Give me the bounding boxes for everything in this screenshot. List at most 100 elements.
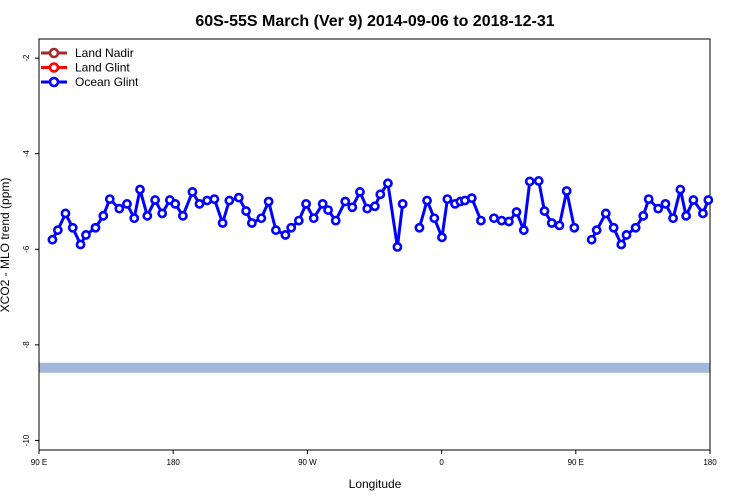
data-point [224,195,235,206]
data-point [362,203,373,214]
data-point [256,213,267,224]
data-point [246,218,257,228]
x-axis-label: Longitude [349,477,402,491]
baseline-band-rect [39,362,710,373]
data-point [355,187,365,197]
baseline-band [39,362,710,373]
data-point [621,230,632,240]
data-point [466,193,477,204]
data-point [241,206,251,216]
data-point [317,198,328,209]
data-point [122,198,132,209]
data-point [653,203,664,214]
data-point [422,195,432,206]
data-point [75,239,86,250]
data-point [81,230,91,240]
data-point [347,202,358,213]
plot-frame [38,38,711,451]
data-point [518,225,529,236]
data-point [608,222,619,233]
data-point [301,198,311,209]
data-point [293,215,304,226]
data-point [561,186,572,196]
data-point [104,194,115,204]
data-point [135,184,145,195]
data-point [569,222,580,233]
data-point [554,220,565,231]
data-point [630,222,641,233]
x-tick-label: 90 W [298,458,317,467]
data-point [157,208,168,219]
data-point [638,210,649,221]
data-point [511,207,522,217]
legend-marker [48,47,60,59]
data-point [533,176,544,186]
x-axis: 90 E 180 90 W 0 90 E 180 [31,450,717,467]
series-layer [47,176,714,252]
data-point [698,208,708,219]
data-point [150,195,161,205]
data-point [114,203,125,214]
x-tick-label: 180 [703,458,717,467]
data-point [539,206,550,216]
data-point [383,178,393,189]
y-tick-label: -4 [22,150,31,158]
y-tick-label: -10 [22,434,31,446]
data-point [194,198,205,209]
y-tick-label: -8 [22,341,31,349]
data-point [437,232,447,243]
data-point [668,213,678,224]
data-point [616,239,627,250]
chart-title: 60S-55S March (Ver 9) 2014-09-06 to 2018… [195,13,554,30]
data-point [489,213,499,224]
data-point [643,194,654,204]
x-tick-label: 90 E [568,458,584,467]
y-tick-label: -6 [22,245,31,253]
data-point [209,194,220,204]
data-point [429,213,440,224]
data-point [681,210,692,221]
data-point [675,184,686,195]
x-tick-label: 90 E [31,458,47,467]
data-point [129,213,140,224]
data-point [170,198,181,209]
data-point [600,208,611,219]
data-point [546,218,557,228]
data-point [280,230,291,240]
data-point [142,210,153,221]
legend-label: Land Glint [75,61,130,75]
legend-label: Ocean Glint [75,75,139,89]
data-point [503,216,514,227]
data-point [330,215,341,226]
data-point [392,241,403,252]
data-point [660,198,671,209]
data-point [60,208,71,219]
y-axis: -2 -4 -6 -8 -10 [22,54,39,446]
data-point [67,222,78,233]
data-point [271,225,281,236]
data-point [217,218,228,228]
data-point [286,222,297,233]
data-point [586,234,597,245]
data-point [369,201,380,212]
data-point [703,195,714,205]
data-point [397,198,408,209]
data-point [524,176,535,187]
data-point [476,215,486,226]
data-point [98,210,109,221]
legend-label: Land Nadir [75,46,134,60]
data-point [90,222,101,233]
data-point [375,189,386,200]
data-point [177,210,188,221]
legend-marker [48,76,60,88]
data-point [340,196,351,207]
x-tick-label: 0 [439,458,444,467]
data-point [323,205,333,215]
legend-marker [48,62,60,73]
data-point [442,194,453,204]
data-point [187,187,198,197]
x-tick-label: 180 [167,458,181,467]
data-point [308,213,319,224]
